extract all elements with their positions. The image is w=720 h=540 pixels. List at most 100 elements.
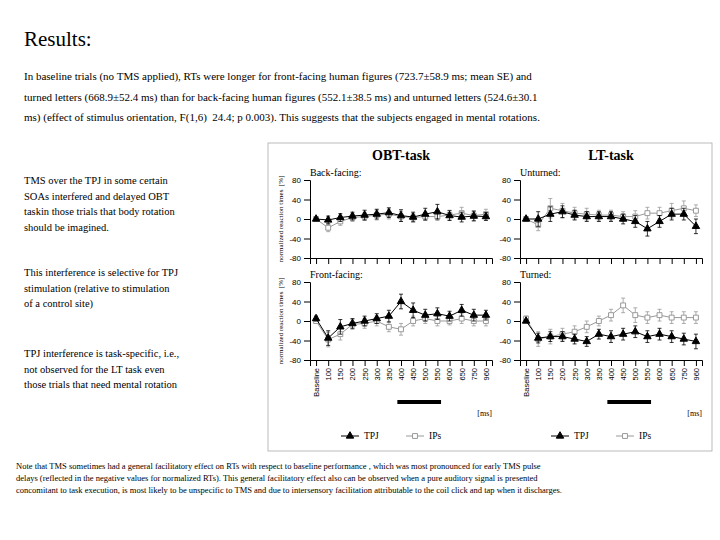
y-tick: 0 bbox=[507, 215, 520, 224]
series bbox=[312, 294, 489, 345]
point-marker bbox=[633, 313, 638, 318]
x-tick-label: 450 bbox=[409, 368, 418, 381]
y-tick-label: 40 bbox=[502, 196, 511, 205]
note-line: delays (reflected in the negative values… bbox=[16, 473, 538, 483]
x-tick-label: 600 bbox=[655, 368, 664, 381]
point-marker bbox=[373, 314, 380, 320]
column-title: LT-task bbox=[588, 148, 634, 163]
y-tick-mark bbox=[514, 321, 520, 322]
error-bar bbox=[326, 224, 330, 232]
legend-label: TPJ bbox=[574, 431, 589, 441]
x-tick bbox=[684, 258, 685, 264]
y-tick-mark bbox=[304, 219, 310, 220]
error-bar bbox=[645, 312, 649, 324]
y-axis-line bbox=[514, 181, 521, 259]
x-tick-mark bbox=[316, 258, 317, 264]
x-tick-mark bbox=[413, 258, 414, 264]
x-tick bbox=[672, 258, 673, 264]
x-tick: 250 bbox=[361, 360, 370, 381]
point-marker bbox=[669, 315, 674, 320]
point-marker bbox=[619, 215, 626, 221]
x-tick: 200 bbox=[558, 360, 567, 381]
y-tick: -40 bbox=[289, 337, 310, 346]
point-marker bbox=[349, 319, 356, 325]
y-axis-line bbox=[304, 181, 311, 259]
page-title: Results: bbox=[24, 27, 92, 51]
point-marker bbox=[470, 212, 477, 218]
x-tick-mark bbox=[450, 360, 451, 366]
x-tick-mark bbox=[575, 258, 576, 264]
legend-marker bbox=[556, 432, 563, 438]
y-tick-mark bbox=[304, 360, 310, 361]
x-tick: 960 bbox=[482, 360, 491, 381]
point-marker bbox=[595, 212, 602, 218]
y-tick-mark bbox=[514, 302, 520, 303]
column-title: OBT-task bbox=[372, 148, 430, 163]
error-bar bbox=[585, 321, 589, 333]
x-tick-mark bbox=[623, 258, 624, 264]
y-tick: 0 bbox=[507, 317, 520, 326]
x-tick-label: 550 bbox=[643, 368, 652, 381]
x-tick-mark bbox=[635, 360, 636, 366]
x-tick-mark bbox=[611, 258, 612, 264]
x-tick-mark bbox=[672, 258, 673, 264]
x-tick bbox=[474, 258, 475, 264]
point-marker bbox=[324, 216, 331, 222]
error-bar bbox=[645, 207, 649, 219]
point-marker bbox=[446, 312, 453, 318]
legend: TPJ IPs bbox=[551, 431, 651, 441]
point-marker bbox=[482, 212, 489, 218]
x-tick-mark bbox=[599, 258, 600, 264]
x-axis: Baseline10015020025030035040045050055060… bbox=[521, 360, 703, 397]
x-tick-mark bbox=[672, 360, 673, 366]
x-tick: 100 bbox=[534, 360, 543, 381]
point-marker bbox=[656, 217, 663, 223]
point-marker bbox=[656, 330, 663, 336]
point-marker bbox=[657, 313, 662, 318]
point-marker bbox=[458, 306, 465, 312]
panel-title: Unturned: bbox=[520, 167, 561, 178]
point-marker bbox=[349, 212, 356, 218]
point-marker bbox=[409, 306, 416, 312]
panel: -80-4004080Baseline100150200250300350400… bbox=[277, 269, 493, 418]
point-marker bbox=[632, 217, 639, 223]
error-bar bbox=[399, 323, 403, 335]
x-tick-label: 100 bbox=[534, 368, 543, 381]
x-tick-label: 350 bbox=[595, 368, 604, 381]
y-tick-mark bbox=[514, 341, 520, 342]
y-tick-label: 80 bbox=[292, 278, 301, 287]
x-tick-mark bbox=[660, 360, 661, 366]
x-tick-mark bbox=[587, 258, 588, 264]
point-marker bbox=[361, 211, 368, 217]
x-tick-label: 250 bbox=[571, 368, 580, 381]
point-marker bbox=[409, 213, 416, 219]
x-tick-mark bbox=[562, 258, 563, 264]
x-tick-mark bbox=[316, 360, 317, 366]
y-tick-label: -80 bbox=[499, 254, 511, 263]
x-tick bbox=[425, 258, 426, 264]
x-tick-label: 750 bbox=[680, 368, 689, 381]
point-marker bbox=[607, 332, 614, 338]
x-tick: Baseline bbox=[312, 360, 321, 397]
x-tick-mark bbox=[450, 258, 451, 264]
point-marker bbox=[609, 313, 614, 318]
x-tick: 550 bbox=[643, 360, 652, 381]
point-marker bbox=[572, 329, 577, 334]
x-tick-label: 650 bbox=[668, 368, 677, 381]
x-tick bbox=[437, 258, 438, 264]
legend-item: IPs bbox=[616, 431, 651, 441]
side-note-line: stimulation (relative to stimulation bbox=[24, 283, 170, 295]
y-tick: 80 bbox=[502, 176, 520, 185]
x-tick-label: Baseline bbox=[522, 368, 531, 397]
x-tick-mark bbox=[526, 360, 527, 366]
y-tick-label: 0 bbox=[507, 317, 512, 326]
x-tick-mark bbox=[474, 258, 475, 264]
x-tick bbox=[389, 258, 390, 264]
point-marker bbox=[459, 316, 464, 321]
y-tick-mark bbox=[514, 200, 520, 201]
series bbox=[522, 206, 699, 236]
y-tick-label: 40 bbox=[292, 196, 301, 205]
series bbox=[522, 317, 699, 349]
y-tick-mark bbox=[304, 302, 310, 303]
x-tick: 200 bbox=[348, 360, 357, 381]
